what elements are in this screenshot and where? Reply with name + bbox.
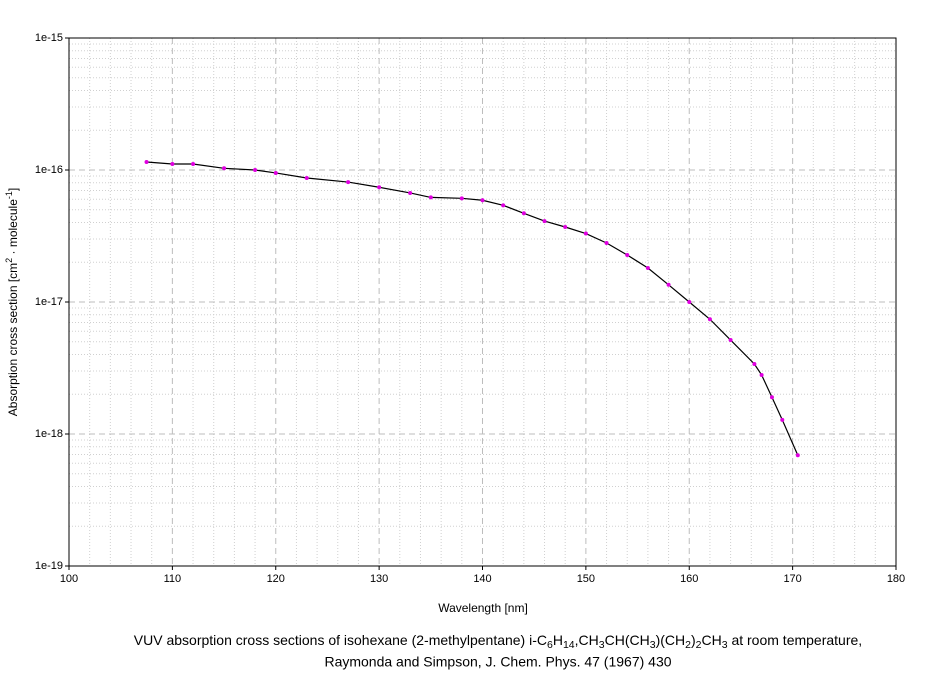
x-tick-label: 120 — [267, 573, 285, 585]
x-tick-label: 140 — [473, 573, 491, 585]
x-tick-label: 180 — [887, 573, 905, 585]
data-point — [144, 159, 149, 164]
data-point — [645, 265, 650, 270]
x-axis-label: Wavelength [nm] — [438, 601, 528, 615]
data-point — [408, 190, 413, 195]
data-point — [273, 170, 278, 175]
data-point — [191, 162, 196, 167]
data-point — [625, 253, 630, 258]
data-point — [728, 338, 733, 343]
data-point — [304, 175, 309, 180]
data-point — [346, 180, 351, 185]
caption: Raymonda and Simpson, J. Chem. Phys. 47 … — [324, 654, 671, 670]
x-tick-label: 130 — [370, 573, 388, 585]
y-tick-label: 1e-19 — [35, 560, 63, 572]
data-point — [428, 195, 433, 200]
x-tick-label: 170 — [783, 573, 801, 585]
data-point — [377, 185, 382, 190]
plot-frame — [68, 37, 897, 567]
data-point — [687, 300, 692, 304]
caption: VUV absorption cross sections of isohexa… — [134, 632, 862, 651]
data-point — [480, 198, 485, 203]
y-axis-label: Absorption cross section [cm2​ · molecul… — [4, 188, 20, 416]
data-line — [146, 161, 799, 456]
y-tick-label: 1e-15 — [35, 32, 63, 44]
data-point — [604, 240, 609, 245]
data-point — [769, 395, 774, 400]
y-tick-label: 1e-17 — [35, 296, 63, 308]
data-point — [780, 417, 785, 422]
data-point — [795, 453, 800, 458]
data-point — [222, 166, 227, 171]
data-point — [542, 219, 547, 224]
x-tick-label: 160 — [680, 573, 698, 585]
data-point — [759, 372, 764, 377]
x-tick-label: 100 — [60, 573, 78, 585]
data-point — [170, 162, 175, 167]
y-tick-label: 1e-16 — [35, 164, 63, 176]
data-point — [563, 224, 568, 229]
data-point — [501, 203, 506, 208]
x-tick-label: 150 — [577, 573, 595, 585]
data-point — [666, 282, 671, 287]
data-point — [459, 196, 464, 201]
data-point — [253, 168, 258, 172]
data-point — [521, 211, 526, 216]
data-point — [707, 317, 712, 322]
x-tick-label: 110 — [164, 573, 182, 585]
data-point — [752, 362, 757, 367]
y-tick-label: 1e-18 — [35, 428, 63, 440]
data-point — [583, 231, 588, 236]
